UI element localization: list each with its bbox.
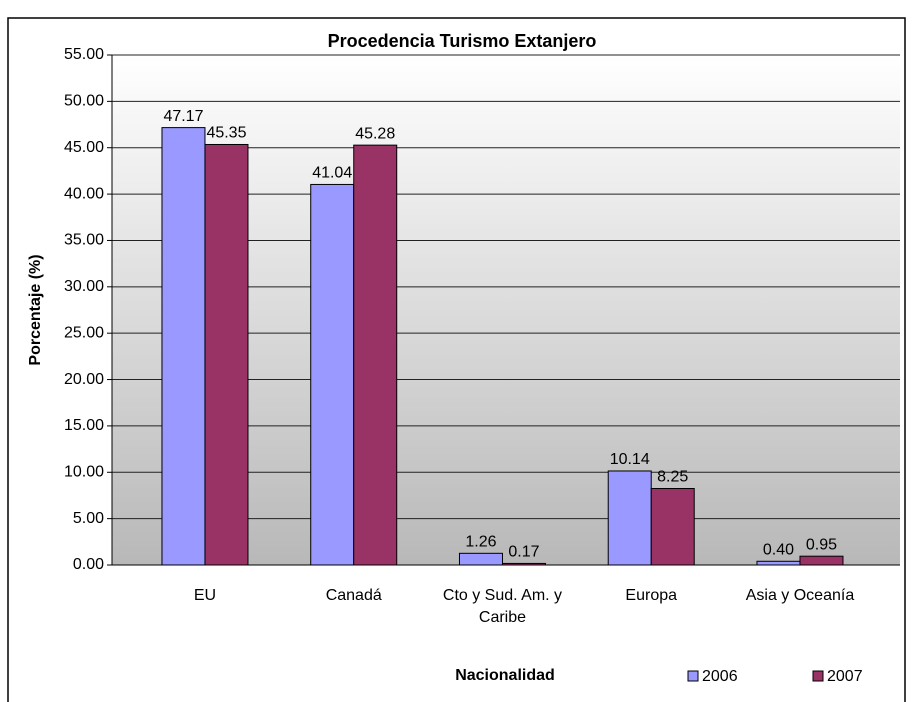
bar	[799, 555, 844, 566]
y-tick-label: 0.00	[73, 556, 104, 573]
y-tick-label: 45.00	[64, 139, 104, 156]
x-tick-label: Canadá	[325, 587, 382, 604]
legend-label: 2006	[702, 668, 738, 685]
y-tick-label: 10.00	[64, 463, 104, 480]
legend-label: 2007	[827, 668, 863, 685]
bar	[204, 143, 249, 566]
data-label: 45.35	[206, 125, 246, 142]
bar	[458, 552, 503, 566]
y-tick-label: 20.00	[64, 371, 104, 388]
y-tick-label: 30.00	[64, 278, 104, 295]
bar	[650, 488, 695, 566]
data-label: 0.95	[806, 536, 837, 553]
y-tick-label: 35.00	[64, 232, 104, 249]
data-label: 8.25	[657, 469, 688, 486]
x-axis-label: Nacionalidad	[455, 667, 555, 684]
data-label: 0.40	[763, 542, 794, 559]
y-tick-label: 40.00	[64, 185, 104, 202]
data-label: 47.17	[163, 108, 203, 125]
bar	[161, 127, 206, 566]
bar	[756, 560, 801, 566]
bar	[607, 470, 652, 566]
legend-swatch	[812, 670, 824, 682]
y-tick-label: 50.00	[64, 93, 104, 110]
data-label: 0.17	[508, 544, 539, 561]
data-label: 41.04	[312, 165, 352, 182]
x-tick-label: Cto y Sud. Am. y Caribe	[442, 587, 563, 626]
x-tick-label: Asia y Oceanía	[745, 587, 855, 604]
y-tick-label: 15.00	[64, 417, 104, 434]
chart-title: Procedencia Turismo Extanjero	[328, 31, 597, 51]
data-label: 10.14	[610, 451, 650, 468]
x-tick-label: Europa	[625, 587, 678, 604]
y-axis-label: Porcentaje (%)	[27, 254, 44, 365]
y-tick-label: 55.00	[64, 46, 104, 63]
data-label: 1.26	[465, 534, 496, 551]
legend-swatch	[687, 670, 699, 682]
x-tick-label: EU	[193, 587, 217, 604]
y-tick-label: 5.00	[73, 510, 104, 527]
y-tick-label: 25.00	[64, 324, 104, 341]
bar	[353, 144, 398, 566]
data-label: 45.28	[355, 125, 395, 142]
bar	[310, 183, 355, 566]
